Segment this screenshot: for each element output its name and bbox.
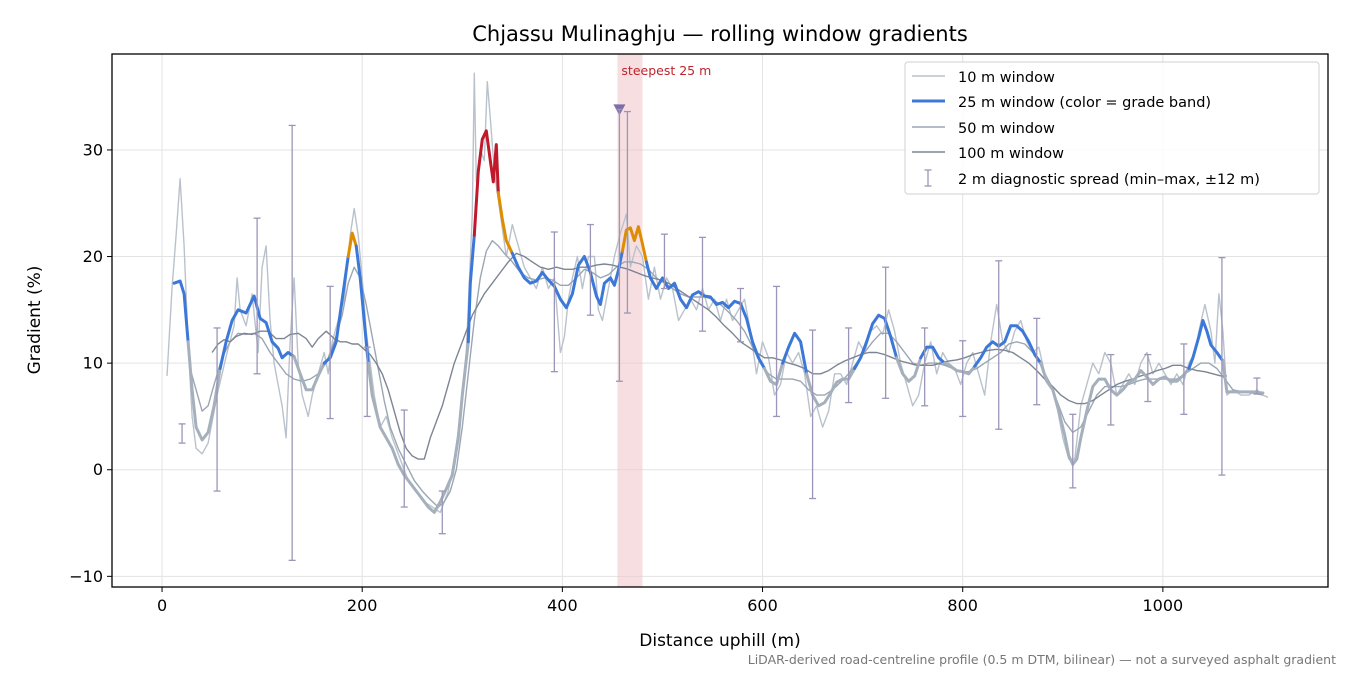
- errorbar: [363, 346, 371, 418]
- x-tick-label: 400: [547, 596, 578, 615]
- series-line-25m: [354, 244, 370, 365]
- errorbar: [882, 266, 890, 399]
- errorbar: [1033, 317, 1041, 406]
- errorbar: [623, 110, 631, 314]
- legend-label-10m: 10 m window: [958, 70, 1055, 86]
- errorbar: [400, 409, 408, 508]
- y-axis-label: Gradient (%): [25, 266, 45, 375]
- steepest-annotation-label: steepest 25 m: [621, 63, 711, 78]
- errorbar: [550, 231, 558, 373]
- series-line-25m: [218, 294, 296, 370]
- errorbar: [178, 423, 186, 444]
- legend-swatch-errorbar: [924, 169, 932, 187]
- legend-label-25m: 25 m window (color = grade band): [958, 95, 1211, 111]
- legend-label-100m: 100 m window: [958, 146, 1064, 162]
- x-tick-label: 1000: [1143, 596, 1184, 615]
- steepest-band: [617, 54, 643, 587]
- legend: 10 m window 25 m window (color = grade b…: [904, 61, 1320, 195]
- errorbar: [615, 108, 623, 382]
- errorbar: [586, 223, 594, 316]
- errorbar: [1218, 256, 1226, 476]
- errorbar: [288, 124, 296, 561]
- errorbar: [773, 285, 781, 418]
- series-line-25m: [895, 356, 923, 383]
- errorbar: [326, 285, 334, 420]
- errorbar: [660, 233, 668, 290]
- series-line-25m: [172, 279, 190, 344]
- steepest-band-layer: [617, 54, 643, 587]
- errorbar: [438, 490, 446, 535]
- legend-box: [904, 61, 1320, 195]
- series-line-25m: [322, 255, 350, 365]
- x-tick-label: 0: [157, 596, 167, 615]
- chart-title: Chjassu Mulinaghju — rolling window grad…: [472, 22, 968, 46]
- errorbar: [698, 236, 706, 332]
- errorbar: [1253, 377, 1261, 395]
- y-tick-label: 0: [93, 460, 103, 479]
- errorbar: [1144, 353, 1152, 403]
- y-tick-label: −10: [69, 567, 103, 586]
- series-line-25m: [973, 324, 1043, 368]
- errorbar: [1069, 413, 1077, 489]
- series-line-25m: [496, 191, 514, 255]
- axis-ticks: 0 200 400 600 800 1000 −10 0 10 20 30: [69, 140, 1183, 615]
- series-line-25m: [943, 361, 977, 376]
- errorbar: [253, 217, 261, 375]
- series-line-25m: [472, 129, 500, 237]
- x-tick-label: 800: [947, 596, 978, 615]
- errorbar: [737, 287, 745, 343]
- errorbar: [1107, 353, 1115, 426]
- y-tick-label: 20: [83, 247, 103, 266]
- series-line-25m: [620, 225, 648, 264]
- errorbar: [1180, 343, 1188, 415]
- errorbar: [959, 340, 967, 418]
- errorbar: [809, 329, 817, 500]
- series-line-25m: [853, 313, 899, 370]
- footnote: LiDAR-derived road-centreline profile (0…: [748, 652, 1336, 667]
- y-tick-label: 30: [83, 140, 103, 159]
- x-tick-label: 200: [347, 596, 378, 615]
- series-line-25m: [466, 233, 476, 344]
- series-line-25m: [781, 331, 809, 376]
- errorbar: [213, 327, 221, 492]
- series-line-25m: [186, 340, 222, 442]
- x-tick-label: 600: [747, 596, 778, 615]
- series-line-25m: [346, 231, 358, 258]
- y-tick-label: 10: [83, 354, 103, 373]
- plot-frame: [111, 53, 1329, 588]
- series-line-25m: [1187, 319, 1225, 370]
- series-line-25m: [1221, 359, 1265, 395]
- series-line-25m: [292, 355, 326, 392]
- errorbar: [921, 327, 929, 407]
- legend-label-errorbar: 2 m diagnostic spread (min–max, ±12 m): [958, 172, 1260, 188]
- errorbar: [845, 327, 853, 404]
- series-line-25m: [366, 340, 470, 514]
- legend-label-50m: 50 m window: [958, 121, 1055, 137]
- x-axis-label: Distance uphill (m): [639, 631, 800, 651]
- series-line-25m: [763, 361, 785, 386]
- errorbar-layer: [178, 108, 1261, 561]
- series-line-25m: [805, 367, 857, 408]
- errorbar: [995, 260, 1003, 430]
- series-line-25m: [510, 249, 624, 310]
